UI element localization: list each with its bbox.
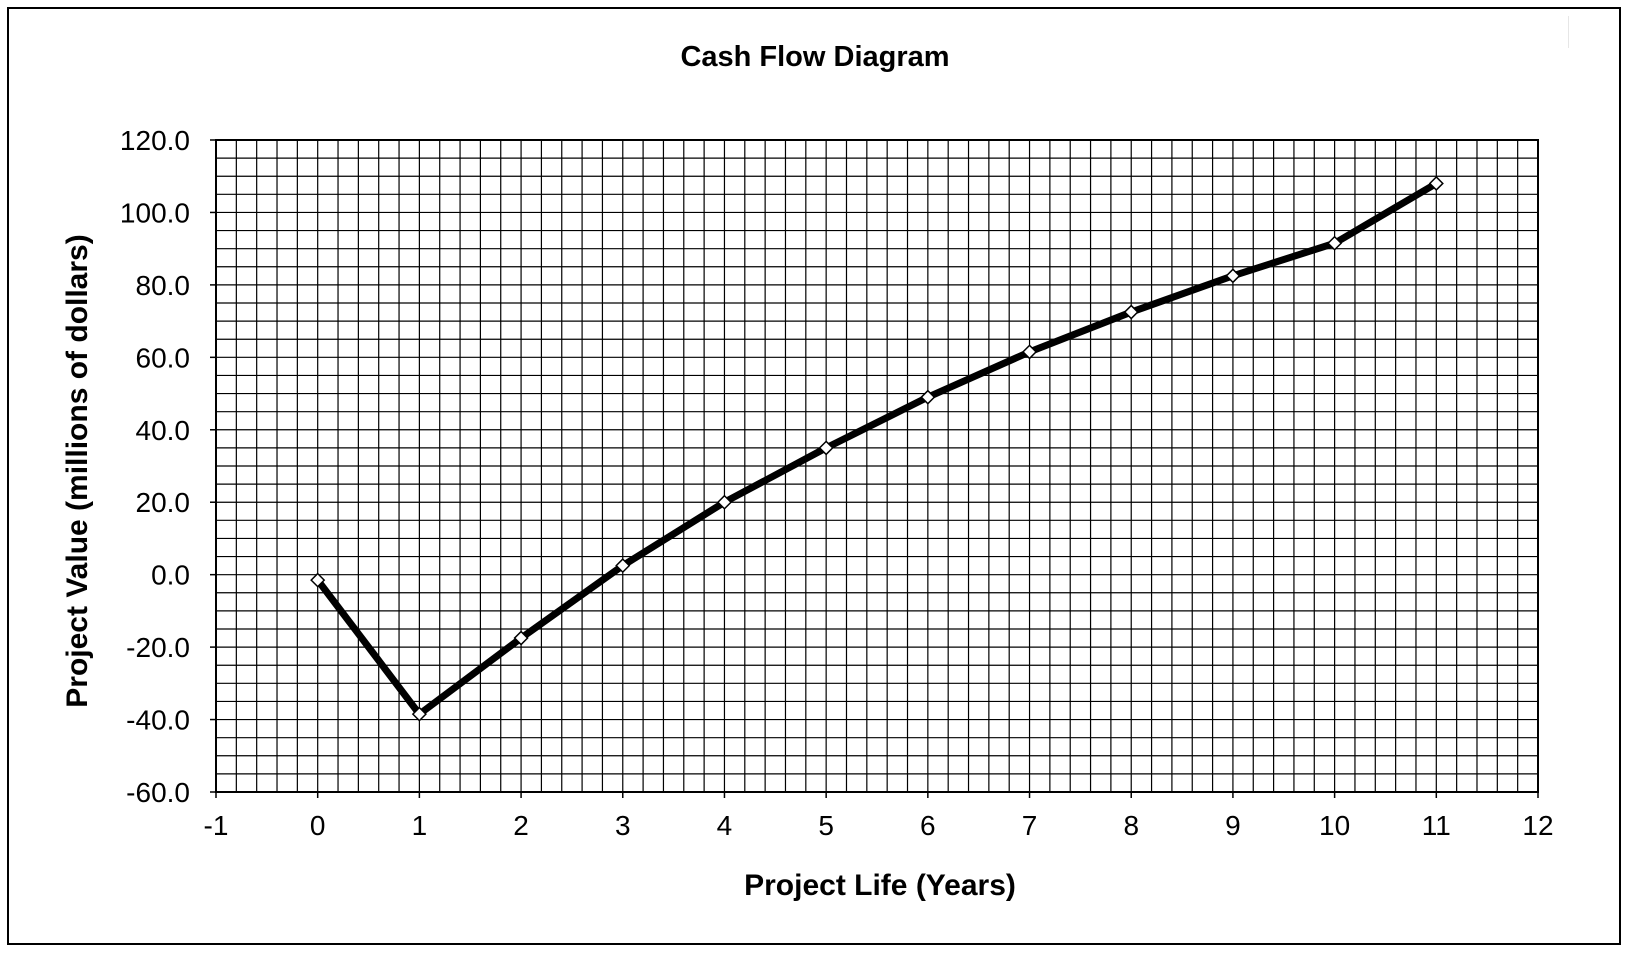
- y-axis-tick-labels: 120.0 100.0 80.0 60.0 40.0 20.0 0.0 -20.0 -40.0 -…: [120, 125, 216, 808]
- y-tick-label: 80.0: [136, 270, 191, 301]
- y-axis-title: Project Value (millions of dollars): [61, 234, 94, 707]
- series-line: [314, 179, 1440, 718]
- data-point-marker: [818, 440, 834, 456]
- x-axis-title: Project Life (Years): [744, 869, 1016, 902]
- x-tick-label: 0: [310, 810, 326, 841]
- y-tick-label: 20.0: [136, 487, 191, 518]
- grid-lines: [215, 139, 1539, 793]
- x-tick-label: 6: [920, 810, 936, 841]
- corner-mark: [1568, 16, 1569, 48]
- data-point-marker: [1123, 304, 1139, 320]
- data-point-marker: [513, 630, 529, 646]
- x-tick-label: 11: [1422, 810, 1451, 841]
- x-tick-label: -1: [204, 810, 229, 841]
- plot-area-frame: [215, 139, 1539, 793]
- y-tick-label: -20.0: [126, 632, 190, 663]
- data-point-marker: [716, 494, 733, 510]
- x-tick-label: 5: [818, 810, 834, 841]
- y-tick-label: 60.0: [136, 342, 191, 373]
- x-tick-label: 12: [1522, 810, 1553, 841]
- x-tick-label: 2: [513, 810, 529, 841]
- y-tick-label: -40.0: [126, 705, 190, 736]
- x-tick-label: 10: [1319, 810, 1350, 841]
- data-point-marker: [920, 389, 936, 405]
- series-group: [310, 175, 1444, 722]
- y-tick-label: 100.0: [120, 197, 190, 228]
- x-tick-label: 9: [1225, 810, 1241, 841]
- plot-area-border: [215, 139, 1539, 793]
- x-tick-label: 8: [1123, 810, 1139, 841]
- chart-title: Cash Flow Diagram: [680, 41, 949, 73]
- x-axis-tick-labels: -1 0 1 2 3 4 5 6 7 8 9 10 11 12: [204, 792, 1554, 841]
- y-tick-label: -60.0: [126, 777, 190, 808]
- x-tick-label: 3: [615, 810, 631, 841]
- data-point-marker: [1327, 235, 1343, 251]
- y-tick-label: 40.0: [136, 415, 191, 446]
- x-tick-label: 1: [412, 810, 428, 841]
- y-tick-label: 120.0: [120, 125, 190, 156]
- x-tick-label: 4: [717, 810, 733, 841]
- chart-frame: [7, 7, 1621, 945]
- data-point-marker: [1021, 344, 1038, 360]
- data-point-marker: [615, 558, 631, 574]
- data-point-marker: [411, 706, 427, 722]
- data-point-marker: [310, 572, 326, 588]
- data-point-marker: [1225, 268, 1241, 284]
- y-tick-label: 0.0: [151, 560, 190, 591]
- x-tick-label: 7: [1022, 810, 1038, 841]
- data-point-marker: [1428, 175, 1444, 192]
